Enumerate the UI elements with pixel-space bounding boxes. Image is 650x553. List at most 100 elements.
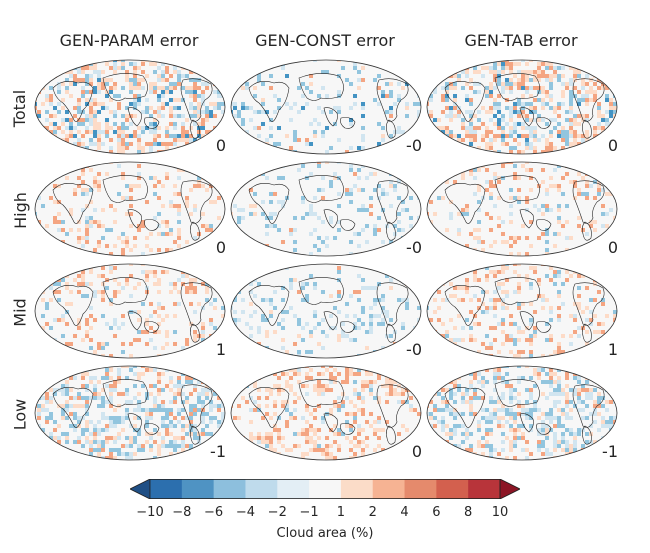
- map-cell: [209, 274, 213, 278]
- map-cell: [445, 94, 449, 98]
- map-cell: [241, 62, 245, 66]
- map-cell: [309, 204, 313, 208]
- map-cell: [225, 388, 227, 392]
- map-cell: [525, 126, 529, 130]
- map-cell: [433, 416, 437, 420]
- map-cell: [45, 368, 49, 372]
- map-cell: [453, 102, 457, 106]
- map-cell: [85, 436, 89, 440]
- coastline: [323, 311, 338, 331]
- map-cell: [49, 150, 53, 154]
- map-cell: [201, 306, 205, 310]
- map-cell: [97, 448, 101, 452]
- map-cell: [457, 350, 461, 354]
- map-cell: [181, 448, 185, 452]
- map-cell: [597, 322, 601, 326]
- map-cell: [597, 180, 601, 184]
- map-cell: [337, 204, 341, 208]
- map-cell: [173, 66, 177, 70]
- map-cell: [149, 176, 153, 180]
- map-cell: [141, 154, 145, 156]
- map-cell: [205, 86, 209, 90]
- map-cell: [129, 354, 133, 358]
- map-cell: [85, 188, 89, 192]
- map-cell: [501, 114, 505, 118]
- map-cell: [441, 388, 445, 392]
- map-cell: [553, 110, 557, 114]
- map-cell: [317, 436, 321, 440]
- map-cell: [265, 440, 269, 444]
- map-cell: [345, 188, 349, 192]
- map-cell: [69, 208, 73, 212]
- map-cell: [377, 74, 381, 78]
- map-cell: [197, 102, 201, 106]
- map-cell: [249, 146, 253, 150]
- map-cell: [133, 94, 137, 98]
- map-cell: [65, 270, 69, 274]
- map-cell: [145, 318, 149, 322]
- map-cell: [41, 408, 45, 412]
- map-cell: [65, 232, 69, 236]
- map-cell: [437, 138, 441, 142]
- map-cell: [329, 380, 333, 384]
- map-cell: [461, 138, 465, 142]
- map-cell: [461, 208, 465, 212]
- map-cell: [57, 318, 61, 322]
- map-cell: [441, 98, 445, 102]
- map-cell: [545, 94, 549, 98]
- map-cell: [37, 134, 41, 138]
- map-cell: [585, 130, 589, 134]
- map-cell: [81, 208, 85, 212]
- map-cell: [113, 436, 117, 440]
- map-cell: [381, 90, 385, 94]
- map-cell: [427, 294, 429, 298]
- map-cell: [129, 440, 133, 444]
- map-cell: [481, 302, 485, 306]
- map-cell: [189, 456, 193, 460]
- map-cell: [549, 146, 553, 150]
- map-cell: [77, 274, 81, 278]
- map-cell: [49, 358, 53, 360]
- map-cell: [537, 74, 541, 78]
- map-cell: [153, 70, 157, 74]
- map-cell: [85, 384, 89, 388]
- map-cell: [301, 200, 305, 204]
- map-cell: [169, 420, 173, 424]
- map-cell: [505, 408, 509, 412]
- map-cell: [605, 94, 609, 98]
- map-cell: [153, 404, 157, 408]
- map-cell: [457, 424, 461, 428]
- map-cell: [433, 424, 437, 428]
- map-cell: [597, 366, 601, 368]
- map-cell: [69, 70, 73, 74]
- map-cell: [273, 400, 277, 404]
- map-cell: [233, 298, 237, 302]
- map-cell: [493, 106, 497, 110]
- map-cell: [49, 154, 53, 156]
- map-cell: [605, 232, 609, 236]
- map-cell: [565, 150, 569, 154]
- map-cell: [197, 372, 201, 376]
- map-cell: [117, 452, 121, 456]
- map-cell: [97, 110, 101, 114]
- map-cell: [157, 282, 161, 286]
- map-cell: [189, 286, 193, 290]
- map-cell: [377, 298, 381, 302]
- map-cell: [429, 358, 433, 360]
- map-cell: [437, 126, 441, 130]
- map-cell: [141, 252, 145, 256]
- map-cell: [105, 456, 109, 460]
- map-cell: [161, 106, 165, 110]
- map-cell: [109, 384, 113, 388]
- map-cell: [81, 90, 85, 94]
- map-cell: [589, 184, 593, 188]
- map-cell: [305, 432, 309, 436]
- coastline: [144, 321, 160, 333]
- map-cell: [133, 134, 137, 138]
- map-cell: [89, 118, 93, 122]
- map-cell: [261, 314, 265, 318]
- map-cell: [145, 342, 149, 346]
- map-cell: [93, 318, 97, 322]
- map-cell: [449, 392, 453, 396]
- map-cell: [173, 150, 177, 154]
